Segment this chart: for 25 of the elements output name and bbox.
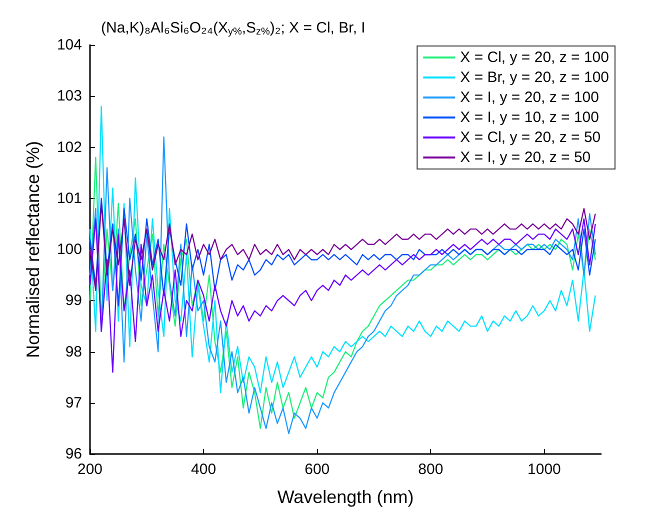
y-tick-label: 103 [56,88,82,105]
y-tick-label: 104 [56,36,82,54]
x-tick-label: 600 [304,461,330,478]
legend-label: X = Cl, y = 20, z = 100 [460,49,609,66]
x-tick-label: 200 [77,461,103,478]
x-tick-label: 400 [191,461,216,478]
line-series [89,218,596,373]
y-tick-label: 97 [65,394,82,412]
legend-label: X = I, y = 20, z = 50 [460,149,591,166]
legend-label: X = I, y = 10, z = 100 [460,109,599,126]
legend-label: X = I, y = 20, z = 100 [460,89,599,106]
y-tick-label: 98 [65,343,82,360]
x-tick-label: 800 [418,461,444,478]
y-tick-label: 96 [65,446,82,462]
y-tick-label: 101 [56,190,82,207]
x-tick-label: 1000 [528,461,561,478]
line-series [89,198,596,306]
legend-label: X = Br, y = 20, z = 100 [460,69,609,86]
y-tick-label: 100 [56,241,82,258]
legend-label: X = Cl, y = 20, z = 50 [460,129,601,146]
x-axis-title: Wavelength (nm) [277,487,414,507]
line-series [89,202,596,291]
y-tick-label: 99 [65,292,82,310]
y-axis-title: Normalised reflectance (%) [23,140,43,358]
y-tick-label: 102 [56,138,82,156]
